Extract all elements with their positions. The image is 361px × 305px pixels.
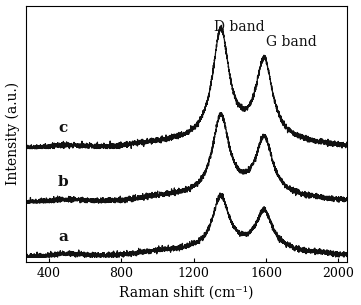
Text: G band: G band	[266, 35, 317, 49]
Text: c: c	[58, 121, 67, 135]
Text: a: a	[58, 230, 68, 243]
X-axis label: Raman shift (cm⁻¹): Raman shift (cm⁻¹)	[119, 285, 254, 300]
Text: D band: D band	[214, 20, 264, 34]
Y-axis label: Intensity (a.u.): Intensity (a.u.)	[5, 82, 20, 185]
Text: b: b	[58, 175, 69, 189]
